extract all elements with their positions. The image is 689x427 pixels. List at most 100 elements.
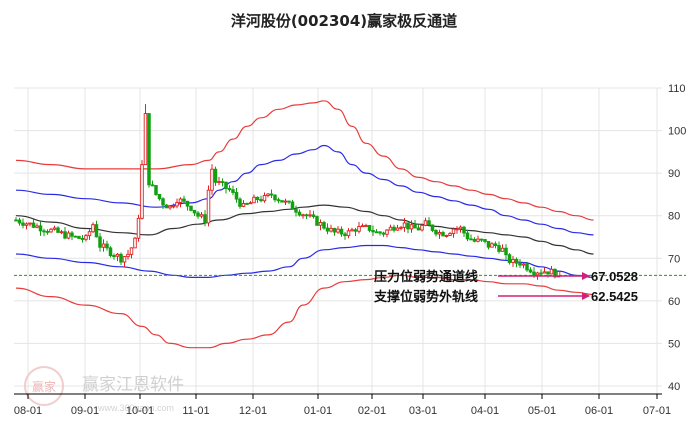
candle-body	[434, 229, 438, 235]
candle-body	[42, 230, 46, 233]
candle-body	[343, 233, 347, 237]
y-tick-label: 60	[668, 296, 680, 308]
candle-body	[276, 199, 281, 202]
candlesticks	[14, 104, 561, 280]
candle-body	[483, 239, 487, 242]
y-tick-label: 100	[668, 126, 686, 138]
candle-body	[45, 230, 50, 233]
candle-body	[94, 224, 99, 238]
candle-body	[168, 205, 172, 209]
candle-body	[353, 229, 358, 232]
candle-body	[535, 272, 540, 276]
candle-body	[287, 200, 291, 203]
candle-body	[112, 255, 116, 257]
candle-body	[234, 192, 239, 200]
x-axis-ticks: 08-01 09-01 10-01 11-01 12-01 01-01 02-01 03-01…	[14, 394, 671, 417]
candle-body	[290, 201, 295, 210]
candle-body	[525, 263, 529, 271]
inner-upper-channel-line	[15, 144, 594, 236]
candle-body	[262, 195, 267, 202]
candle-body	[437, 232, 442, 235]
candle-body	[24, 223, 29, 226]
candle-body	[511, 258, 515, 263]
candle-body	[252, 196, 256, 204]
x-tick-label: 06-01	[585, 405, 613, 417]
candle-body	[469, 238, 473, 241]
candle-body	[217, 181, 221, 184]
candle-body	[497, 245, 501, 252]
candle-body	[245, 202, 249, 205]
candle-body	[416, 227, 421, 231]
candle-body	[528, 269, 533, 273]
candle-body	[21, 222, 25, 226]
outer-upper-channel-line	[15, 100, 594, 221]
annotation-value: 67.0528	[591, 269, 638, 284]
candle-body	[105, 243, 109, 249]
candle-body	[430, 224, 435, 231]
candle-body	[504, 247, 508, 256]
candle-body	[549, 268, 554, 275]
candle-body	[297, 211, 302, 216]
middle-channel-line	[15, 204, 594, 255]
candle-body	[280, 200, 284, 203]
candle-body	[147, 113, 151, 186]
y-tick-label: 70	[668, 253, 680, 265]
annotation-value: 62.5425	[591, 289, 638, 304]
candle-body	[521, 263, 526, 266]
candle-body	[178, 198, 183, 203]
candle-body	[63, 231, 67, 239]
candle-body	[108, 247, 113, 256]
candle-body	[203, 214, 207, 224]
candle-body	[381, 232, 386, 235]
candle-body	[28, 222, 32, 225]
channel-lines	[15, 100, 594, 349]
x-tick-label: 04-01	[471, 405, 499, 417]
candle-body	[119, 253, 123, 263]
candle-body	[444, 235, 449, 237]
x-tick-label: 10-01	[126, 405, 154, 417]
y-tick-label: 80	[668, 211, 680, 223]
candle-body	[150, 184, 155, 187]
x-tick-label: 11-01	[182, 405, 209, 417]
candle-body	[143, 113, 148, 166]
candle-body	[52, 227, 57, 230]
candle-body	[539, 272, 543, 275]
annotations: 压力位弱势通道线 67.0528 支撑位弱势外轨线 62.5425	[373, 269, 638, 305]
candle-body	[392, 226, 396, 231]
candle-body	[476, 238, 480, 242]
candle-body	[402, 222, 407, 228]
candle-body	[241, 202, 246, 207]
candle-body	[122, 256, 127, 263]
candle-body	[101, 243, 106, 248]
candle-body	[339, 228, 344, 235]
x-tick-label: 07-01	[643, 405, 671, 417]
candle-body	[546, 271, 550, 275]
annotation-label: 支撑位弱势外轨线	[373, 289, 478, 305]
candle-body	[336, 228, 340, 233]
candle-body	[360, 225, 365, 228]
candle-body	[196, 212, 200, 217]
candle-body	[273, 194, 277, 201]
candle-body	[378, 231, 382, 234]
candle-body	[441, 232, 445, 237]
candle-body	[157, 194, 162, 200]
y-tick-label: 110	[668, 83, 686, 95]
candle-body	[385, 229, 389, 235]
candle-body	[91, 224, 95, 233]
candle-body	[367, 225, 372, 231]
candle-body	[409, 224, 414, 230]
candle-body	[171, 205, 176, 208]
candle-body	[556, 271, 561, 278]
candle-body	[507, 254, 512, 263]
candle-body	[136, 217, 141, 239]
candle-body	[553, 268, 557, 278]
candle-body	[35, 225, 39, 228]
candle-body	[465, 232, 470, 240]
candle-body	[31, 222, 36, 228]
watermark-logo-text: 赢家	[32, 379, 56, 394]
annotation-label: 压力位弱势通道线	[374, 269, 478, 285]
candle-body	[479, 238, 484, 241]
candle-body	[80, 237, 85, 240]
candle-body	[213, 168, 218, 183]
